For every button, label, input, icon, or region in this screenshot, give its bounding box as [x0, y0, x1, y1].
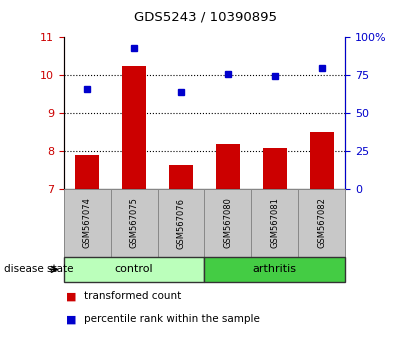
Bar	[216, 144, 240, 189]
Bar	[76, 155, 99, 189]
Bar	[263, 148, 286, 189]
Bar	[169, 165, 193, 189]
Bar	[310, 132, 333, 189]
Text: percentile rank within the sample: percentile rank within the sample	[84, 314, 260, 324]
Text: GSM567080: GSM567080	[224, 198, 233, 249]
Text: GSM567076: GSM567076	[176, 198, 185, 249]
Text: GSM567081: GSM567081	[270, 198, 279, 249]
Text: ■: ■	[66, 291, 76, 301]
Text: arthritis: arthritis	[253, 264, 297, 274]
Text: GSM567074: GSM567074	[83, 198, 92, 249]
Text: GSM567075: GSM567075	[129, 198, 139, 249]
Text: disease state: disease state	[4, 264, 74, 274]
Text: GSM567082: GSM567082	[317, 198, 326, 249]
Bar	[122, 66, 146, 189]
Text: GDS5243 / 10390895: GDS5243 / 10390895	[134, 11, 277, 24]
Text: control: control	[115, 264, 153, 274]
Text: transformed count: transformed count	[84, 291, 182, 301]
Text: ■: ■	[66, 314, 76, 324]
